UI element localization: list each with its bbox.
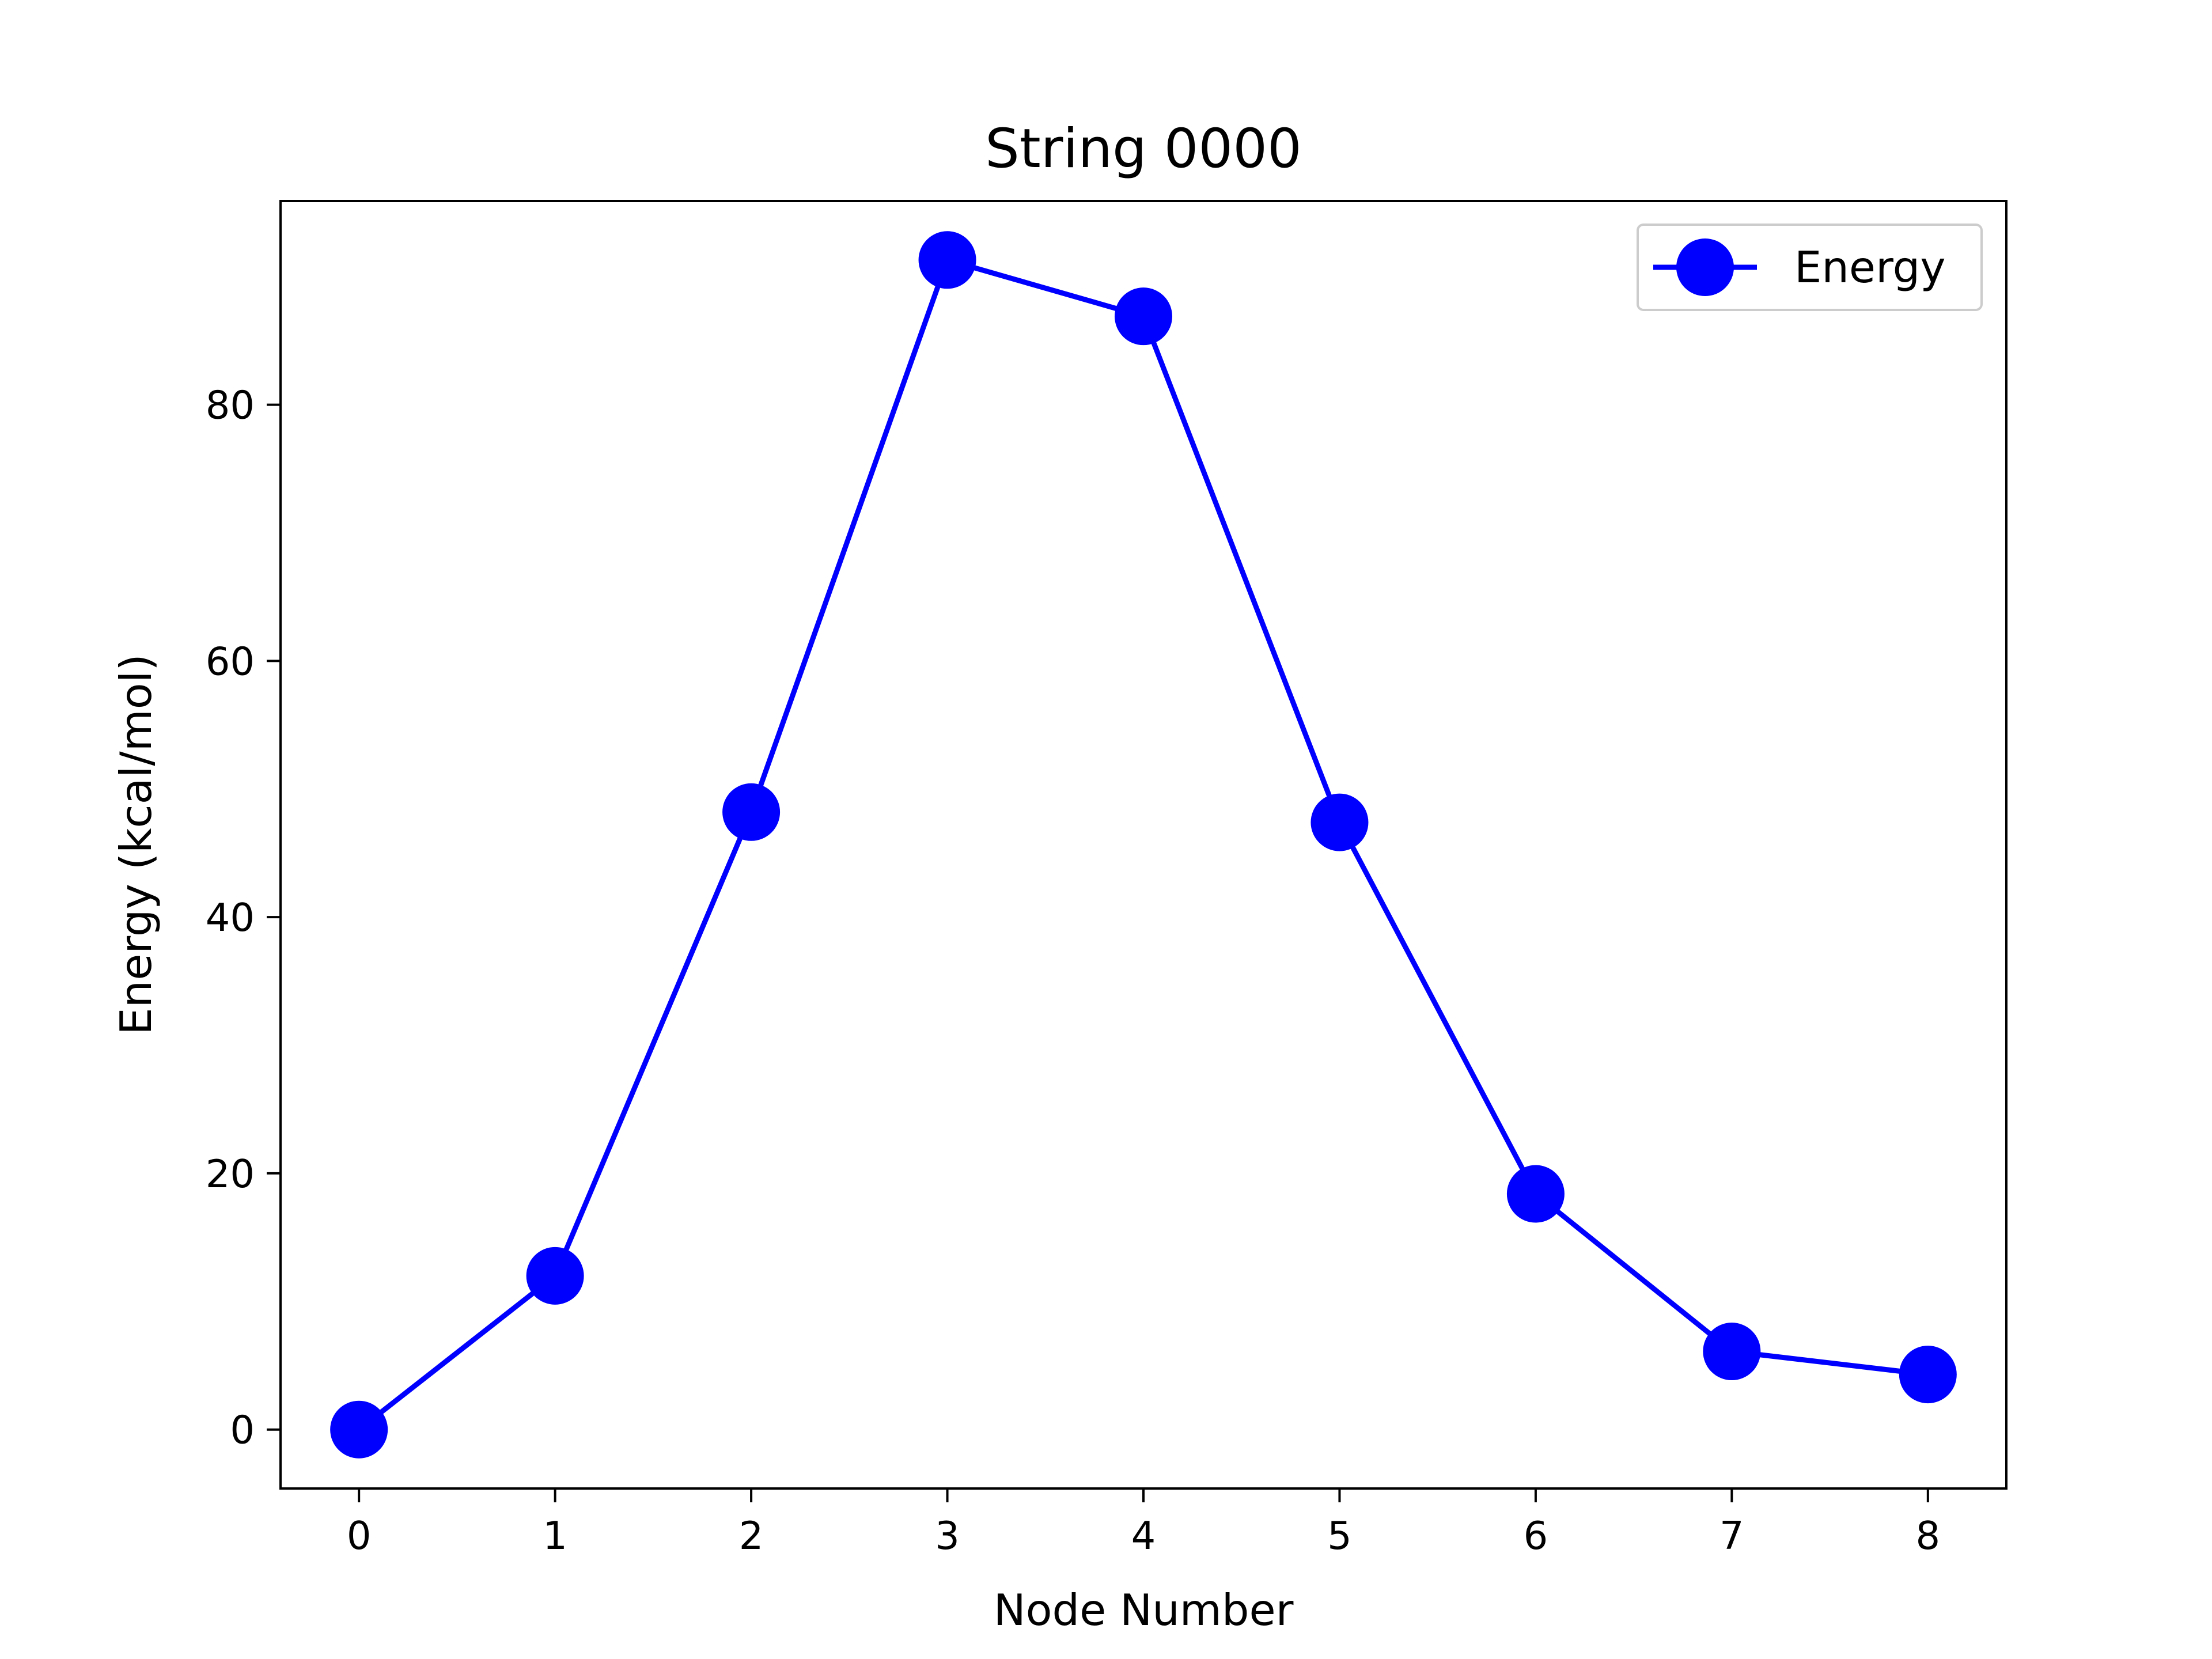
chart-title: String 0000	[985, 118, 1302, 180]
data-point-energy	[1310, 793, 1369, 851]
x-tick-label: 6	[1524, 1513, 1548, 1558]
x-tick-label: 5	[1327, 1513, 1352, 1558]
x-tick-label: 8	[1915, 1513, 1940, 1558]
x-tick-label: 0	[347, 1513, 372, 1558]
x-tick-label: 7	[1719, 1513, 1744, 1558]
data-point-energy	[1899, 1346, 1957, 1404]
x-tick-label: 1	[543, 1513, 567, 1558]
legend-label-energy: Energy	[1794, 242, 1946, 293]
y-tick-label: 40	[206, 895, 255, 940]
y-tick-label: 20	[206, 1152, 255, 1196]
data-point-energy	[526, 1247, 584, 1305]
x-tick-label: 2	[739, 1513, 764, 1558]
x-tick-label: 3	[935, 1513, 960, 1558]
y-axis: 0 20 40 60 80	[206, 383, 281, 1453]
series-layer	[330, 231, 1957, 1459]
y-tick-label: 80	[206, 383, 255, 428]
data-point-energy	[1703, 1323, 1761, 1381]
data-point-energy	[330, 1400, 388, 1459]
x-axis-label: Node Number	[994, 1585, 1294, 1635]
plot-area-frame	[279, 200, 2008, 1490]
data-point-energy	[1115, 287, 1172, 346]
legend: Energy	[1637, 224, 1983, 311]
data-point-energy	[722, 783, 781, 841]
y-axis-label: Energy (kcal/mol)	[111, 654, 161, 1035]
y-tick-label: 0	[230, 1408, 255, 1453]
data-point-energy	[918, 231, 976, 289]
y-tick-label: 60	[206, 639, 255, 684]
data-point-energy	[1506, 1165, 1565, 1223]
x-axis: 0 1 2 3 4 5 6 7 8	[347, 1488, 1940, 1558]
legend-marker	[1676, 238, 1734, 296]
x-tick-label: 4	[1131, 1513, 1156, 1558]
